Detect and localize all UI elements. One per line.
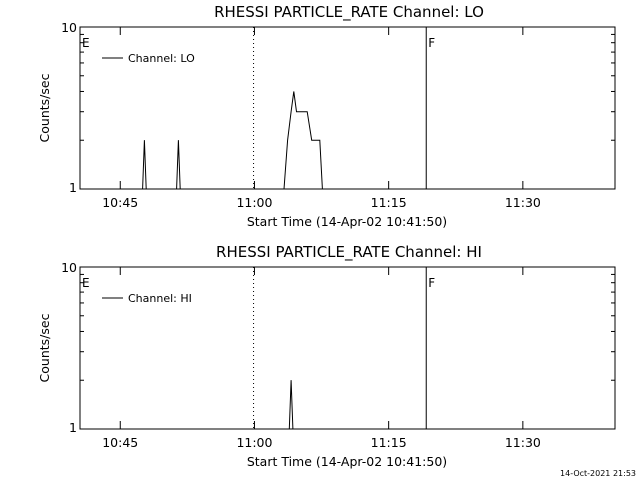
y-axis-label: Counts/sec bbox=[37, 313, 52, 382]
legend-label: Channel: LO bbox=[128, 52, 195, 65]
event-marker-label: E bbox=[82, 276, 90, 290]
chart-title: RHESSI PARTICLE_RATE Channel: HI bbox=[216, 243, 482, 262]
data-series-line bbox=[288, 380, 294, 430]
event-marker-label: E bbox=[82, 36, 90, 50]
y-tick-label: 10 bbox=[61, 20, 77, 35]
x-tick-label: 11:00 bbox=[236, 195, 272, 210]
chart-title: RHESSI PARTICLE_RATE Channel: LO bbox=[214, 3, 484, 22]
legend-label: Channel: HI bbox=[128, 292, 192, 305]
panel-lo: RHESSI PARTICLE_RATE Channel: LO Counts/… bbox=[37, 3, 640, 229]
y-tick-label: 10 bbox=[61, 260, 77, 275]
data-series-line bbox=[283, 91, 323, 190]
event-marker-label: F bbox=[428, 36, 435, 50]
x-axis-label: Start Time (14-Apr-02 10:41:50) bbox=[247, 214, 447, 229]
x-axis-label: Start Time (14-Apr-02 10:41:50) bbox=[247, 454, 447, 469]
event-marker-label: F bbox=[428, 276, 435, 290]
x-tick-label: 11:30 bbox=[505, 195, 541, 210]
x-tick-label: 10:45 bbox=[102, 195, 138, 210]
y-axis-label: Counts/sec bbox=[37, 73, 52, 142]
panel-hi: RHESSI PARTICLE_RATE Channel: HI Counts/… bbox=[37, 243, 640, 469]
x-tick-label: 11:00 bbox=[236, 435, 272, 450]
y-tick-label: 1 bbox=[69, 180, 77, 195]
x-tick-label: 11:30 bbox=[505, 435, 541, 450]
x-tick-label: 11:15 bbox=[371, 435, 407, 450]
x-tick-label: 11:15 bbox=[371, 195, 407, 210]
x-tick-label: 10:45 bbox=[102, 435, 138, 450]
data-series-line bbox=[142, 140, 147, 190]
y-tick-label: 1 bbox=[69, 420, 77, 435]
footer-timestamp: 14-Oct-2021 21:53 bbox=[560, 469, 636, 478]
data-series-line bbox=[176, 140, 181, 190]
